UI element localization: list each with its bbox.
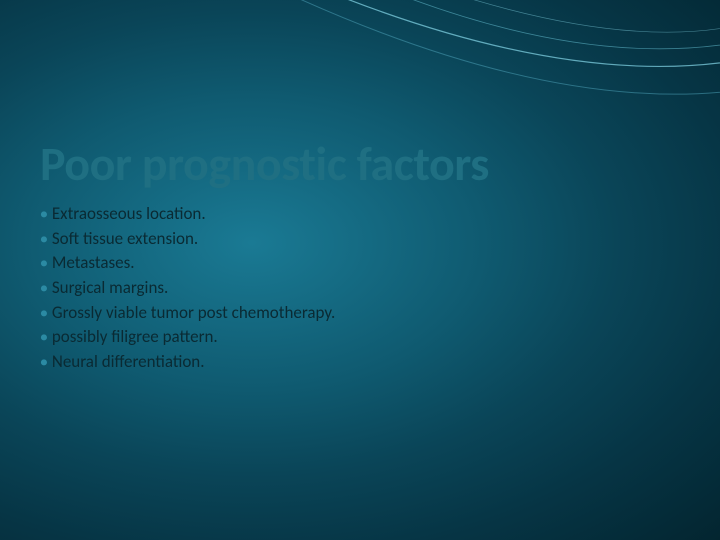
list-item: ● Surgical margins.	[40, 276, 335, 301]
list-item: ● Metastases.	[40, 251, 335, 276]
bullet-icon: ●	[40, 280, 48, 299]
list-item: ● possibly filigree pattern.	[40, 325, 335, 350]
list-item-text: Metastases.	[52, 251, 135, 276]
list-item-text: Neural differentiation.	[52, 350, 205, 375]
bullet-list: ● Extraosseous location. ● Soft tissue e…	[40, 202, 335, 374]
list-item-text: Grossly viable tumor post chemotherapy.	[52, 301, 335, 326]
list-item: ● Soft tissue extension.	[40, 227, 335, 252]
list-item-text: Extraosseous location.	[52, 202, 206, 227]
bullet-icon: ●	[40, 206, 48, 225]
bullet-icon: ●	[40, 329, 48, 348]
slide-title: Poor prognostic factors	[40, 134, 489, 193]
list-item: ● Grossly viable tumor post chemotherapy…	[40, 301, 335, 326]
bullet-icon: ●	[40, 231, 48, 250]
list-item-text: Soft tissue extension.	[52, 227, 198, 252]
list-item-text: Surgical margins.	[52, 276, 168, 301]
list-item-text: possibly filigree pattern.	[52, 325, 218, 350]
slide-container: Poor prognostic factors ● Extraosseous l…	[0, 0, 720, 540]
bullet-icon: ●	[40, 255, 48, 274]
bullet-icon: ●	[40, 305, 48, 324]
list-item: ● Neural differentiation.	[40, 350, 335, 375]
bullet-icon: ●	[40, 354, 48, 373]
list-item: ● Extraosseous location.	[40, 202, 335, 227]
